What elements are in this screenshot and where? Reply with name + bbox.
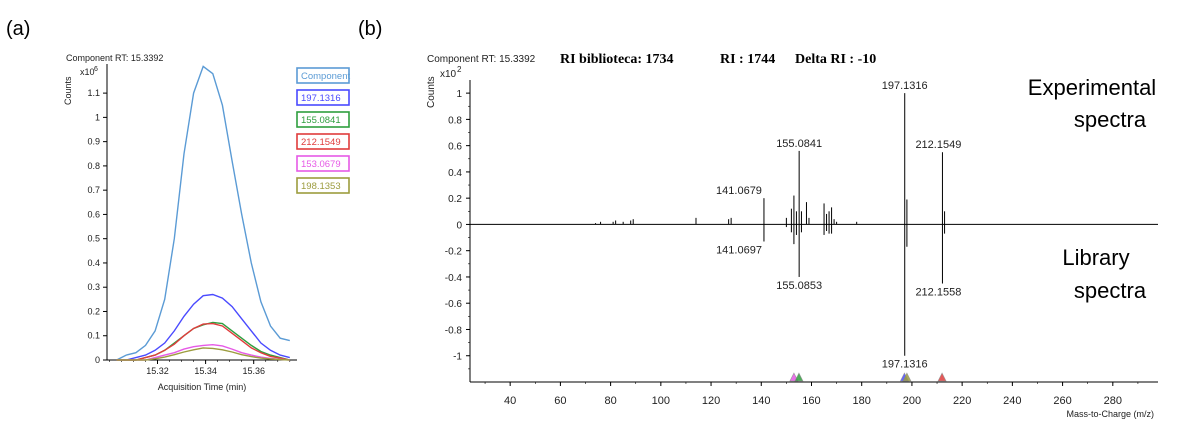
spectrum-x-tick-label: 240 xyxy=(1003,395,1021,407)
chromatogram-header: Component RT: 15.3392 xyxy=(66,53,163,63)
chromatogram-exponent: 6 xyxy=(94,66,98,73)
precursor-marker xyxy=(794,372,804,382)
spectrum-y-tick-label: -0.2 xyxy=(445,247,463,258)
legend-swatch-box xyxy=(296,89,350,106)
peak-label: 197.1316 xyxy=(882,80,928,92)
spectrum-y-tick-label: 0.8 xyxy=(448,115,462,126)
annotation-experimental-spectra: spectra xyxy=(1074,107,1147,132)
chromatogram-lines xyxy=(116,65,290,361)
spectrum-multiplier: x10 xyxy=(440,69,457,80)
panel-label-a: (a) xyxy=(6,18,30,40)
chromatogram-y-tick-label: 0.1 xyxy=(87,331,100,341)
peak-label: 141.0697 xyxy=(716,245,762,257)
spectrum-y-tick-label: 0.6 xyxy=(448,142,462,153)
chromatogram-multiplier: x10 xyxy=(80,67,95,77)
chromatogram-series-line xyxy=(116,293,290,361)
spectrum-y-tick-label: 1 xyxy=(456,89,462,100)
spectrum-x-tick-label: 160 xyxy=(802,395,820,407)
spectrum-exponent: 2 xyxy=(457,65,462,74)
chromatogram-y-tick-label: 0.3 xyxy=(87,282,100,292)
legend-entry: 212.1549 xyxy=(301,137,341,148)
annotation-library: Library xyxy=(1062,245,1129,270)
legend-entry: Component xyxy=(301,71,350,82)
annotation-library-spectra: spectra xyxy=(1074,278,1147,303)
spectrum-x-tick-label: 100 xyxy=(652,395,670,407)
spectrum-xlabel: Mass-to-Charge (m/z) xyxy=(1066,409,1154,419)
chromatogram-y-tick-label: 1.1 xyxy=(87,88,100,98)
legend-entry: 155.0841 xyxy=(301,115,341,126)
spectrum-x-tick-label: 140 xyxy=(752,395,770,407)
spectrum-y-tick-label: -1 xyxy=(453,352,462,363)
chromatogram-x-tick-label: 15.36 xyxy=(242,366,265,376)
ri-value: RI : 1744 xyxy=(720,52,775,67)
spectrum-y-tick-label: 0.4 xyxy=(448,168,462,179)
legend-swatch-box xyxy=(296,177,350,194)
chromatogram-series-line xyxy=(116,322,290,361)
spectrum-x-tick-label: 80 xyxy=(604,395,616,407)
spectrum-x-tick-label: 220 xyxy=(953,395,971,407)
spectrum-precursor-markers xyxy=(789,372,947,382)
panel-label-b: (b) xyxy=(358,18,382,40)
spectrum-y-tick-label: -0.4 xyxy=(445,273,463,284)
chromatogram-y-tick-label: 1 xyxy=(95,112,100,122)
peak-label: 212.1549 xyxy=(915,139,961,151)
chromatogram-y-tick-label: 0.5 xyxy=(87,234,100,244)
spectrum-x-tick-label: 280 xyxy=(1104,395,1122,407)
chromatogram-y-tick-label: 0 xyxy=(95,355,100,365)
spectrum-ylabel: Counts xyxy=(426,76,437,108)
peak-label: 155.0841 xyxy=(776,138,822,150)
spectrum-x-tick-label: 180 xyxy=(853,395,871,407)
chromatogram-series-line xyxy=(116,347,290,361)
chromatogram-axes: 0 0.1 0.2 0.3 0.4 0.5 0.6 0.7 0.8 0.9 1 1.1 15.32 15.… xyxy=(87,64,297,376)
spectrum-axes: 1 0.8 0.6 0.4 0.2 0 -0.2 -0.4 -0.6 -0.8 -1 40 60 80 10… xyxy=(445,80,1158,407)
chromatogram-series-line xyxy=(116,65,290,361)
chromatogram-x-tick-label: 15.34 xyxy=(194,366,217,376)
legend-swatch-box xyxy=(296,133,350,150)
chromatogram-y-tick-label: 0.6 xyxy=(87,209,100,219)
spectrum-y-tick-label: 0 xyxy=(456,220,462,231)
peak-label: 197.1316 xyxy=(882,359,928,371)
spectrum-peak-labels: 197.1316 155.0841 212.1549 141.0679 141.0697… xyxy=(716,80,961,371)
legend-entry: 198.1353 xyxy=(301,181,341,192)
spectrum-y-tick-label: -0.6 xyxy=(445,299,463,310)
legend-entry: 153.0679 xyxy=(301,159,341,170)
peak-label: 141.0679 xyxy=(716,185,762,197)
mass-spectrum-chart: Component RT: 15.3392 RI biblioteca: 173… xyxy=(426,52,1158,419)
chromatogram-ylabel: Counts xyxy=(63,76,73,105)
chromatogram-xlabel: Acquisition Time (min) xyxy=(158,382,247,392)
spectrum-y-tick-label: 0.2 xyxy=(448,194,462,205)
chromatogram-x-tick-label: 15.32 xyxy=(146,366,169,376)
chromatogram-y-tick-label: 0.7 xyxy=(87,185,100,195)
legend-swatch-box xyxy=(296,111,350,128)
spectrum-y-tick-label: -0.8 xyxy=(445,325,463,336)
legend-swatch-box xyxy=(296,67,350,84)
chromatogram-y-tick-label: 0.4 xyxy=(87,258,100,268)
chromatogram-y-tick-label: 0.9 xyxy=(87,137,100,147)
chromatogram-chart: Component RT: 15.3392 x10 6 Counts Acqui… xyxy=(63,53,350,392)
chromatogram-y-tick-label: 0.2 xyxy=(87,306,100,316)
ri-library: RI biblioteca: 1734 xyxy=(560,52,674,67)
legend-entry: 197.1316 xyxy=(301,93,341,104)
precursor-marker xyxy=(937,372,947,382)
spectrum-bars xyxy=(595,93,946,356)
peak-label: 155.0853 xyxy=(776,280,822,292)
chromatogram-y-tick-label: 0.8 xyxy=(87,161,100,171)
spectrum-x-tick-label: 60 xyxy=(554,395,566,407)
chromatogram-legend: Component 197.1316 155.0841 212.1549 153.067… xyxy=(296,67,350,194)
precursor-marker xyxy=(902,372,912,382)
spectrum-x-tick-label: 40 xyxy=(504,395,516,407)
spectrum-x-tick-label: 120 xyxy=(702,395,720,407)
delta-ri: Delta RI : -10 xyxy=(795,52,876,67)
spectrum-x-tick-label: 260 xyxy=(1053,395,1071,407)
peak-label: 212.1558 xyxy=(915,287,961,299)
spectrum-header: Component RT: 15.3392 xyxy=(427,54,536,65)
annotation-experimental: Experimental xyxy=(1028,75,1156,100)
spectrum-x-tick-label: 200 xyxy=(903,395,921,407)
legend-swatch-box xyxy=(296,155,350,172)
